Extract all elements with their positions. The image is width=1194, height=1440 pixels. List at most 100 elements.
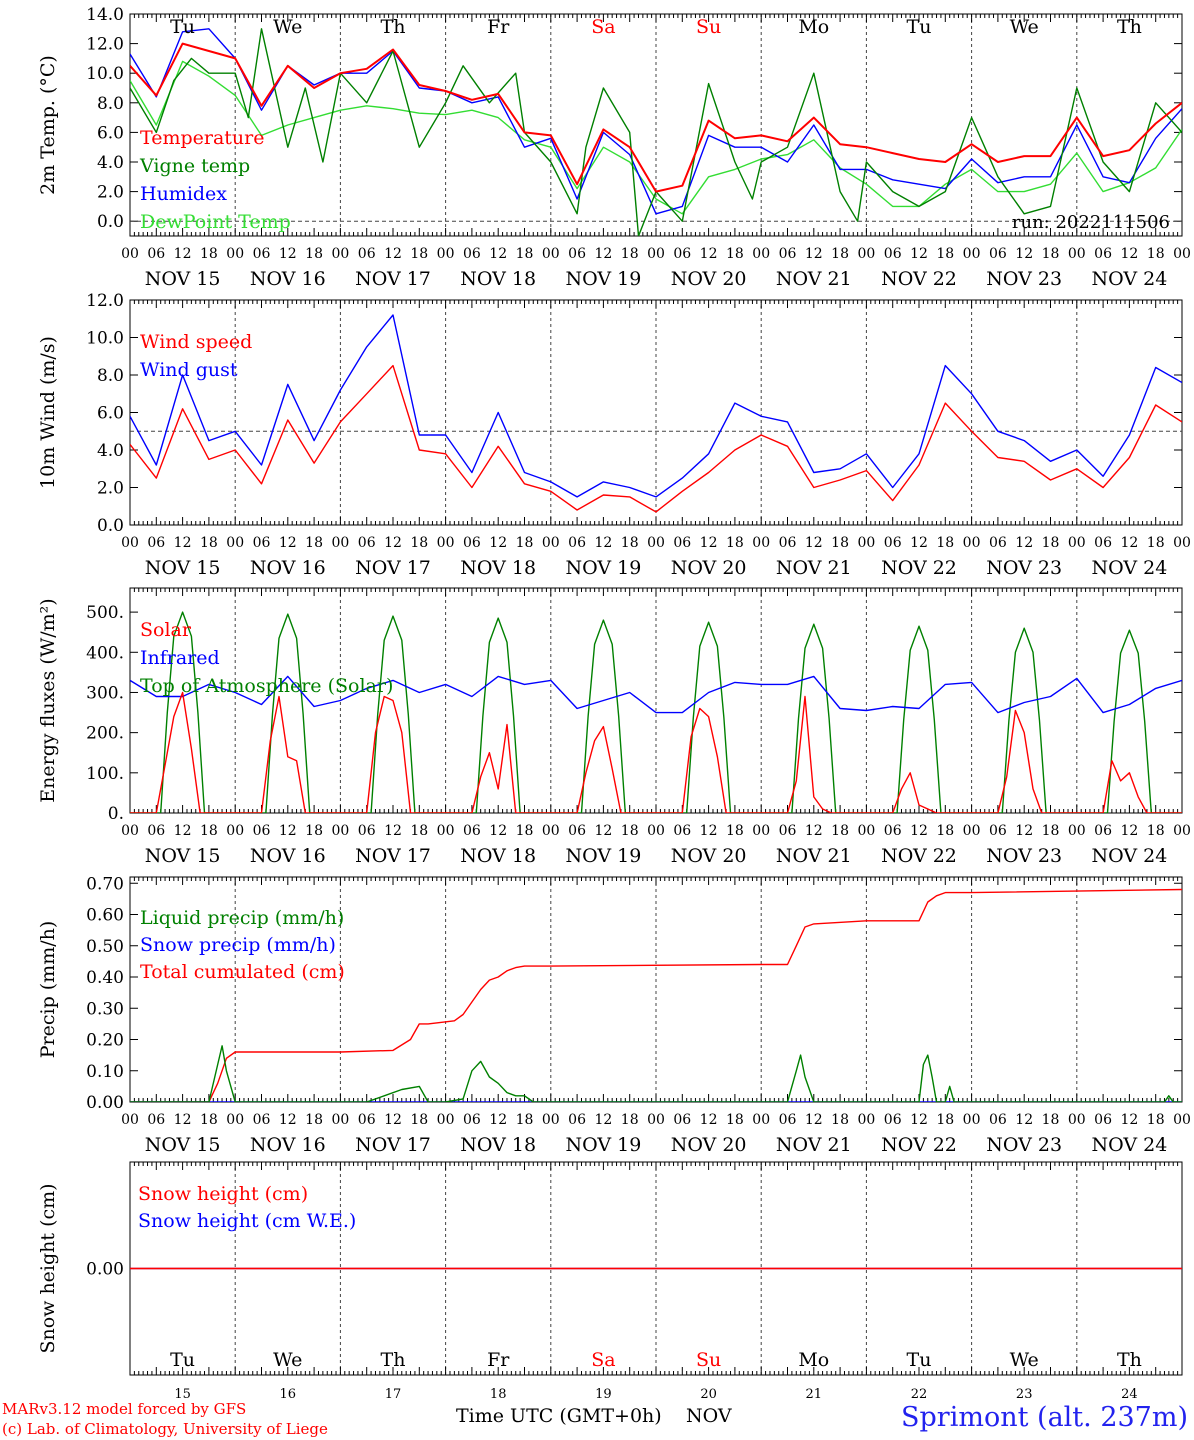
- temp-hour-label: 06: [673, 246, 691, 262]
- wind-hour-label-final: 00: [1173, 535, 1191, 551]
- energy-hour-label: 00: [752, 823, 770, 839]
- wind-hour-label: 12: [279, 535, 297, 551]
- energy-hour-label: 12: [910, 823, 928, 839]
- energy-hour-label: 06: [884, 823, 902, 839]
- wind-ytick-label: 6.0: [97, 404, 124, 424]
- energy-hour-label: 00: [331, 823, 349, 839]
- precip-date-label: NOV 23: [986, 1134, 1062, 1156]
- temp-hour-label: 06: [1094, 246, 1112, 262]
- energy-hour-label: 18: [726, 823, 744, 839]
- precip-date-label: NOV 16: [250, 1134, 326, 1156]
- wind-hour-label: 00: [226, 535, 244, 551]
- temp-date-label: NOV 21: [776, 268, 852, 290]
- temp-ytick-label: 0.0: [97, 212, 124, 232]
- temp-hour-label: 12: [594, 246, 612, 262]
- temp-panel: 0.0 2.0 4.0 6.0 8.0 10.0 12.0 14.0 2m Temp. (°C)…: [37, 5, 1191, 290]
- wind-hour-label: 18: [1042, 535, 1060, 551]
- temp-hour-label: 18: [1042, 246, 1060, 262]
- energy-hour-label: 12: [279, 823, 297, 839]
- precip-hour-label: 00: [121, 1112, 139, 1128]
- temp-hour-label: 18: [621, 246, 639, 262]
- energy-date-label: NOV 15: [145, 845, 221, 867]
- energy-date-label: NOV 24: [1091, 845, 1167, 867]
- precip-hour-label: 00: [437, 1112, 455, 1128]
- precip-hour-label: 12: [910, 1112, 928, 1128]
- temp-hour-label: 00: [963, 246, 981, 262]
- energy-hour-label: 06: [1094, 823, 1112, 839]
- temp-series-0: [130, 42, 1182, 193]
- energy-ytick-label: 100.: [86, 764, 124, 784]
- wind-date-label: NOV 16: [250, 557, 326, 579]
- energy-hour-label: 06: [673, 823, 691, 839]
- wind-hour-label: 12: [910, 535, 928, 551]
- wind-hour-label: 00: [1068, 535, 1086, 551]
- snow-legend-0: Snow height (cm): [138, 1183, 308, 1205]
- precip-hour-label: 18: [936, 1112, 954, 1128]
- temp-date-label: NOV 22: [881, 268, 957, 290]
- precip-ytick-label: 0.50: [86, 937, 124, 957]
- temp-series-1: [130, 28, 1182, 236]
- lab-credit: (c) Lab. of Climatology, University of L…: [2, 1420, 328, 1438]
- precip-ytick-label: 0.30: [86, 999, 124, 1019]
- temp-legend-3: DewPoint Temp: [140, 211, 291, 233]
- wind-hour-label: 06: [779, 535, 797, 551]
- energy-date-label: NOV 21: [776, 845, 852, 867]
- precip-hour-label-final: 00: [1173, 1112, 1191, 1128]
- wind-ytick-label: 0.0: [97, 516, 124, 536]
- energy-hour-label: 18: [831, 823, 849, 839]
- energy-hour-label-final: 00: [1173, 823, 1191, 839]
- snow-panel: 0.00 Snow height (cm) Snow height (cm) Snow…: [37, 1161, 1183, 1402]
- temp-hour-label: 06: [884, 246, 902, 262]
- energy-ytick-label: 300.: [86, 683, 124, 703]
- energy-series-2: [130, 611, 1182, 813]
- energy-legend-0: Solar: [140, 619, 192, 641]
- wind-hour-label: 06: [989, 535, 1007, 551]
- precip-hour-label: 18: [1147, 1112, 1165, 1128]
- temp-legend-2: Humidex: [140, 183, 227, 205]
- energy-hour-label: 06: [358, 823, 376, 839]
- temp-hour-label: 12: [700, 246, 718, 262]
- energy-hour-label: 00: [647, 823, 665, 839]
- top-day-label: Sa: [591, 16, 615, 38]
- snow-legend-1: Snow height (cm W.E.): [138, 1210, 356, 1232]
- temp-ytick-label: 14.0: [86, 5, 124, 25]
- temp-ytick-label: 2.0: [97, 183, 124, 203]
- temp-date-label: NOV 24: [1091, 268, 1167, 290]
- bottom-day-label: We: [1010, 1349, 1039, 1371]
- temp-hour-label: 00: [647, 246, 665, 262]
- bottom-day-label: Th: [1117, 1349, 1142, 1371]
- temp-hour-label: 06: [463, 246, 481, 262]
- precip-hour-label: 12: [594, 1112, 612, 1128]
- precip-hour-label: 00: [1068, 1112, 1086, 1128]
- precip-hour-label: 12: [1015, 1112, 1033, 1128]
- energy-panel: 0. 100. 200. 300. 400. 500. Energy fluxes (W/m…: [37, 587, 1191, 867]
- x-axis-title: Time UTC (GMT+0h): [456, 1405, 662, 1427]
- precip-hour-label: 18: [1042, 1112, 1060, 1128]
- energy-hour-label: 12: [174, 823, 192, 839]
- wind-frame: [129, 299, 1183, 526]
- energy-hour-label: 18: [1147, 823, 1165, 839]
- temp-ytick-label: 10.0: [86, 64, 124, 84]
- wind-hour-label: 06: [463, 535, 481, 551]
- precip-hour-label: 12: [805, 1112, 823, 1128]
- temp-date-label: NOV 23: [986, 268, 1062, 290]
- temp-hour-label: 00: [542, 246, 560, 262]
- wind-hour-label: 06: [358, 535, 376, 551]
- wind-hour-label: 18: [200, 535, 218, 551]
- bottom-day-number: 17: [385, 1387, 402, 1402]
- energy-hour-label: 12: [805, 823, 823, 839]
- wind-hour-label: 12: [700, 535, 718, 551]
- wind-series-1: [130, 314, 1182, 498]
- precip-series-2: [130, 888, 1182, 1102]
- energy-date-label: NOV 16: [250, 845, 326, 867]
- wind-date-label: NOV 19: [565, 557, 641, 579]
- bottom-day-label: We: [273, 1349, 302, 1371]
- wind-legend-0: Wind speed: [140, 331, 252, 353]
- bottom-day-number: 15: [174, 1387, 191, 1402]
- wind-hour-label: 12: [1015, 535, 1033, 551]
- temp-hour-label: 12: [1120, 246, 1138, 262]
- energy-hour-label: 18: [305, 823, 323, 839]
- temp-series-group: [130, 28, 1182, 236]
- bottom-day-label: Tu: [170, 1349, 195, 1371]
- temp-series-3: [130, 60, 1182, 215]
